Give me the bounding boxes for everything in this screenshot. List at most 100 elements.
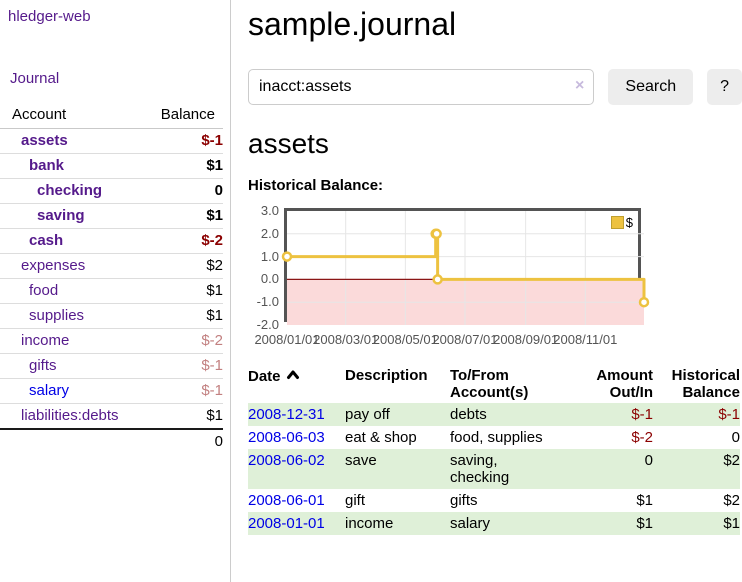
transaction-balance: $2 bbox=[653, 449, 740, 489]
transaction-amount: $1 bbox=[568, 512, 653, 535]
account-link-food[interactable]: food bbox=[29, 282, 58, 299]
account-row: food $1 bbox=[0, 279, 223, 304]
main-content: sample.journal × Search ? assets Histori… bbox=[248, 0, 742, 535]
account-row: cash $-2 bbox=[0, 229, 223, 254]
accounts-total-value: 0 bbox=[137, 429, 223, 454]
account-row: supplies $1 bbox=[0, 304, 223, 329]
transaction-amount: $-1 bbox=[568, 403, 653, 426]
transaction-balance: $-1 bbox=[653, 403, 740, 426]
transaction-date-link[interactable]: 2008-01-01 bbox=[248, 515, 325, 532]
app-title: hledger-web bbox=[8, 8, 91, 25]
register-col-amount: Amount Out/In bbox=[568, 365, 653, 403]
account-row: checking 0 bbox=[0, 179, 223, 204]
chart-canvas bbox=[287, 211, 644, 325]
register-row: 2008-06-01 gift gifts $1 $2 bbox=[248, 489, 740, 512]
transaction-accounts: food, supplies bbox=[450, 426, 568, 449]
chart-y-tick-label: -1.0 bbox=[248, 295, 279, 309]
chart-y-tick-label: 0.0 bbox=[248, 272, 279, 286]
account-row: income $-2 bbox=[0, 329, 223, 354]
account-balance: $1 bbox=[137, 204, 223, 229]
accounts-table: Account Balance assets $-1 bank $1 check… bbox=[0, 102, 223, 454]
account-balance: $1 bbox=[137, 304, 223, 329]
transaction-amount: $1 bbox=[568, 489, 653, 512]
account-row: liabilities:debts $1 bbox=[0, 404, 223, 430]
account-heading: assets bbox=[248, 128, 742, 160]
search-button[interactable]: Search bbox=[608, 69, 693, 105]
account-link-checking[interactable]: checking bbox=[37, 182, 102, 199]
transaction-description: eat & shop bbox=[345, 426, 450, 449]
chart-y-tick-label: 3.0 bbox=[248, 204, 279, 218]
register-col-tofrom: To/From Account(s) bbox=[450, 365, 568, 403]
transaction-balance: $1 bbox=[653, 512, 740, 535]
account-row: expenses $2 bbox=[0, 254, 223, 279]
account-link-salary[interactable]: salary bbox=[29, 382, 69, 399]
transaction-date-link[interactable]: 2008-12-31 bbox=[248, 406, 325, 423]
series-swatch-icon bbox=[611, 216, 624, 229]
account-link-assets[interactable]: assets bbox=[21, 132, 68, 149]
page-title: sample.journal bbox=[248, 6, 742, 43]
transaction-accounts: salary bbox=[450, 512, 568, 535]
transaction-balance: 0 bbox=[653, 426, 740, 449]
series-label: $ bbox=[626, 215, 633, 230]
app-title-link[interactable]: hledger-web bbox=[8, 8, 91, 25]
transaction-description: income bbox=[345, 512, 450, 535]
transaction-date-link[interactable]: 2008-06-01 bbox=[248, 492, 325, 509]
accounts-total-row: 0 bbox=[0, 429, 223, 454]
clear-search-icon[interactable]: × bbox=[575, 78, 584, 94]
chart-plot-area: $ bbox=[284, 208, 641, 322]
register-table: Date Description To/From Account(s) Amou… bbox=[248, 365, 740, 535]
transaction-accounts: gifts bbox=[450, 489, 568, 512]
chart-x-tick-label: 2008/11/01 bbox=[545, 332, 625, 347]
register-col-date[interactable]: Date bbox=[248, 365, 345, 403]
account-balance: $-2 bbox=[137, 229, 223, 254]
register-row: 2008-06-02 save saving, checking 0 $2 bbox=[248, 449, 740, 489]
chart-y-tick-label: -2.0 bbox=[248, 318, 279, 332]
account-balance: $1 bbox=[137, 279, 223, 304]
account-link-expenses[interactable]: expenses bbox=[21, 257, 85, 274]
transaction-amount: $-2 bbox=[568, 426, 653, 449]
search-box: × bbox=[248, 69, 594, 105]
accounts-col-account: Account bbox=[0, 102, 137, 129]
chart-title: Historical Balance: bbox=[248, 177, 742, 194]
account-link-liabilities-debts[interactable]: liabilities:debts bbox=[21, 407, 119, 424]
transaction-amount: 0 bbox=[568, 449, 653, 489]
journal-link[interactable]: Journal bbox=[10, 70, 59, 87]
account-link-saving[interactable]: saving bbox=[37, 207, 85, 224]
account-row: assets $-1 bbox=[0, 129, 223, 154]
account-row: gifts $-1 bbox=[0, 354, 223, 379]
help-button[interactable]: ? bbox=[707, 69, 742, 105]
search-input[interactable] bbox=[248, 69, 594, 105]
account-link-supplies[interactable]: supplies bbox=[29, 307, 84, 324]
account-row: saving $1 bbox=[0, 204, 223, 229]
transaction-description: pay off bbox=[345, 403, 450, 426]
account-balance: $1 bbox=[137, 154, 223, 179]
account-row: bank $1 bbox=[0, 154, 223, 179]
transaction-date-link[interactable]: 2008-06-02 bbox=[248, 452, 325, 469]
accounts-header-row: Account Balance bbox=[0, 102, 223, 129]
account-balance: $-2 bbox=[137, 329, 223, 354]
account-balance: $-1 bbox=[137, 379, 223, 404]
transaction-accounts: saving, checking bbox=[450, 449, 568, 489]
sidebar: hledger-web Journal Account Balance asse… bbox=[0, 0, 231, 582]
sidebar-item-journal: Journal bbox=[10, 70, 59, 87]
account-balance: $-1 bbox=[137, 129, 223, 154]
transaction-description: gift bbox=[345, 489, 450, 512]
account-link-income[interactable]: income bbox=[21, 332, 69, 349]
historical-balance-chart: $ 3.02.01.00.0-1.0-2.02008/01/012008/03/… bbox=[248, 205, 668, 348]
transaction-accounts: debts bbox=[450, 403, 568, 426]
search-form: × Search ? bbox=[248, 69, 742, 105]
account-link-bank[interactable]: bank bbox=[29, 157, 64, 174]
account-balance: $2 bbox=[137, 254, 223, 279]
account-balance: 0 bbox=[137, 179, 223, 204]
transaction-description: save bbox=[345, 449, 450, 489]
account-row: salary $-1 bbox=[0, 379, 223, 404]
chart-y-tick-label: 1.0 bbox=[248, 250, 279, 264]
register-row: 2008-01-01 income salary $1 $1 bbox=[248, 512, 740, 535]
register-col-description: Description bbox=[345, 365, 450, 403]
account-link-gifts[interactable]: gifts bbox=[29, 357, 57, 374]
transaction-date-link[interactable]: 2008-06-03 bbox=[248, 429, 325, 446]
register-row: 2008-12-31 pay off debts $-1 $-1 bbox=[248, 403, 740, 426]
account-balance: $1 bbox=[137, 404, 223, 430]
account-link-cash[interactable]: cash bbox=[29, 232, 63, 249]
accounts-col-balance: Balance bbox=[137, 102, 223, 129]
